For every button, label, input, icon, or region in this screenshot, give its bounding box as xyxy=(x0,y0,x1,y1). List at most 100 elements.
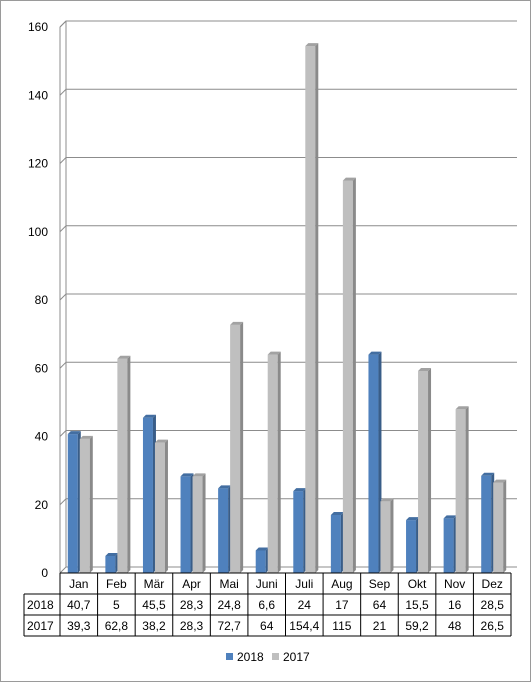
bar xyxy=(255,550,266,573)
data-table-cell: 59,2 xyxy=(405,619,429,633)
bar-side xyxy=(127,355,131,573)
x-tick-label: Feb xyxy=(106,577,127,591)
gridline xyxy=(59,361,517,369)
bar xyxy=(218,488,229,573)
bar-top xyxy=(330,511,344,515)
bar-side xyxy=(89,435,93,573)
bar xyxy=(368,354,379,573)
legend-label: 2017 xyxy=(283,650,310,664)
data-table-cell: 21 xyxy=(373,619,387,633)
bar xyxy=(481,475,492,573)
y-tick-label: 40 xyxy=(35,430,49,444)
bar-side xyxy=(465,406,469,573)
x-tick-label: Jan xyxy=(69,577,88,591)
legend-swatch xyxy=(226,653,233,660)
bar xyxy=(293,491,304,573)
bar-top xyxy=(230,321,244,325)
bar-side xyxy=(390,498,394,573)
bar xyxy=(67,434,78,573)
x-tick-label: Juni xyxy=(256,577,278,591)
bar-top xyxy=(380,498,394,502)
bar xyxy=(79,438,90,573)
bar-top xyxy=(418,367,432,371)
bar-side xyxy=(277,351,281,573)
x-tick-label: Dez xyxy=(482,577,503,591)
x-tick-label: Nov xyxy=(444,577,465,591)
data-table-cell: 24 xyxy=(298,598,312,612)
data-table-cell: 48 xyxy=(448,619,462,633)
data-table-cell: 24,8 xyxy=(217,598,241,612)
bar xyxy=(142,417,153,573)
y-tick-label: 140 xyxy=(28,88,48,102)
data-table-cell: 6,6 xyxy=(258,598,275,612)
bar xyxy=(330,514,341,573)
bar-top xyxy=(493,479,507,483)
data-table-cell: 64 xyxy=(373,598,387,612)
data-table-cell: 45,5 xyxy=(142,598,166,612)
y-tick-label: 160 xyxy=(28,20,48,34)
x-tick-label: Mär xyxy=(144,577,165,591)
bar-top xyxy=(105,552,119,556)
bar xyxy=(342,180,353,573)
gridline xyxy=(59,225,517,233)
bar xyxy=(406,520,417,573)
bar-top xyxy=(368,351,382,355)
data-table-cell: 28,5 xyxy=(481,598,505,612)
bar-side xyxy=(164,439,168,573)
bar xyxy=(117,358,128,573)
floor-depth-line xyxy=(59,566,67,574)
bar-top xyxy=(342,177,356,181)
data-table-cell: 38,2 xyxy=(142,619,166,633)
bar-side xyxy=(202,473,206,573)
bar-top xyxy=(305,43,319,47)
bar-top xyxy=(192,473,206,477)
bar xyxy=(105,555,116,573)
bar-top xyxy=(67,431,81,435)
bar xyxy=(493,482,504,573)
y-tick-label: 60 xyxy=(35,361,49,375)
gridline xyxy=(59,430,517,437)
bar-top xyxy=(443,515,457,519)
y-tick-label: 100 xyxy=(28,225,48,239)
bar-top xyxy=(154,439,168,443)
x-tick-label: Mai xyxy=(219,577,238,591)
gridline xyxy=(59,88,517,96)
data-table-cell: 64 xyxy=(260,619,274,633)
legend-swatch xyxy=(272,653,279,660)
bar-side xyxy=(428,367,432,573)
bar-top xyxy=(142,414,156,418)
data-table-cell: 5 xyxy=(113,598,120,612)
bar-top xyxy=(117,355,131,359)
bar xyxy=(192,476,203,573)
data-table-cell: 28,3 xyxy=(180,619,204,633)
gridline xyxy=(59,157,517,164)
data-table-cell: 39,3 xyxy=(67,619,91,633)
data-table-cell: 28,3 xyxy=(180,598,204,612)
y-tick-label: 80 xyxy=(35,293,49,307)
data-table-series-label: 2017 xyxy=(27,619,54,633)
x-tick-label: Apr xyxy=(182,577,201,591)
y-tick-label: 120 xyxy=(28,157,48,171)
bar-side xyxy=(315,43,319,574)
data-table-cell: 115 xyxy=(332,619,351,633)
bar-top xyxy=(255,547,269,551)
x-tick-label: Sep xyxy=(369,577,391,591)
gridline xyxy=(59,293,517,301)
bar-top xyxy=(180,473,194,477)
bar xyxy=(154,442,165,573)
data-table-cell: 62,8 xyxy=(105,619,129,633)
data-table-cell: 26,5 xyxy=(481,619,505,633)
bar-top xyxy=(218,485,232,489)
bar-top xyxy=(455,406,469,410)
data-table-series-label: 2018 xyxy=(27,598,54,612)
data-table-cell: 40,7 xyxy=(67,598,91,612)
bar xyxy=(418,370,429,573)
legend-label: 2018 xyxy=(237,650,264,664)
x-tick-label: Juli xyxy=(295,577,313,591)
bar-side xyxy=(503,479,507,573)
y-tick-label: 0 xyxy=(41,566,48,580)
bar xyxy=(180,476,191,573)
data-table-cell: 154,4 xyxy=(289,619,319,633)
bar-side xyxy=(240,321,244,573)
